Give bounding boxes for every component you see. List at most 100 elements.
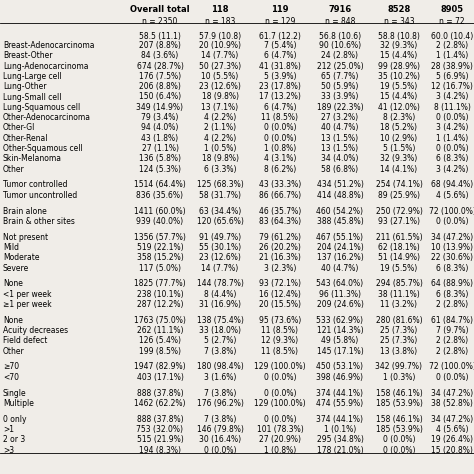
- Text: 137 (16.2%): 137 (16.2%): [317, 253, 364, 262]
- Text: 185 (53.9%): 185 (53.9%): [375, 399, 422, 408]
- Text: 2 (2.8%): 2 (2.8%): [436, 346, 468, 356]
- Text: 150 (6.4%): 150 (6.4%): [139, 92, 181, 101]
- Text: 17 (13.2%): 17 (13.2%): [259, 92, 301, 101]
- Text: None: None: [3, 316, 23, 325]
- Text: 4 (2.2%): 4 (2.2%): [204, 113, 236, 122]
- Text: 0 (0.0%): 0 (0.0%): [204, 446, 236, 455]
- Text: Single: Single: [3, 389, 27, 398]
- Text: 32 (9.3%): 32 (9.3%): [380, 41, 418, 50]
- Text: 10 (13.9%): 10 (13.9%): [431, 243, 473, 252]
- Text: 1 (0.8%): 1 (0.8%): [264, 446, 296, 455]
- Text: 176 (7.5%): 176 (7.5%): [139, 72, 181, 81]
- Text: 4 (5.6%): 4 (5.6%): [436, 425, 468, 434]
- Text: 61.7 (12.2): 61.7 (12.2): [259, 31, 301, 40]
- Text: 72 (100.0%): 72 (100.0%): [428, 207, 474, 216]
- Text: 1462 (62.2%): 1462 (62.2%): [134, 399, 186, 408]
- Text: 117 (5.0%): 117 (5.0%): [139, 264, 181, 273]
- Text: 129 (100.0%): 129 (100.0%): [254, 363, 306, 372]
- Text: 56.8 (10.6): 56.8 (10.6): [319, 31, 361, 40]
- Text: 27 (1.1%): 27 (1.1%): [142, 144, 179, 153]
- Text: 13 (7.1%): 13 (7.1%): [201, 103, 238, 112]
- Text: 12 (16.7%): 12 (16.7%): [431, 82, 473, 91]
- Text: 10 (5.5%): 10 (5.5%): [201, 72, 238, 81]
- Text: Other: Other: [3, 346, 25, 356]
- Text: 349 (14.9%): 349 (14.9%): [137, 103, 183, 112]
- Text: 0 (0.0%): 0 (0.0%): [264, 415, 296, 424]
- Text: 176 (96.2%): 176 (96.2%): [197, 399, 244, 408]
- Text: 25 (7.3%): 25 (7.3%): [380, 336, 418, 345]
- Text: Lung-Small cell: Lung-Small cell: [3, 92, 62, 101]
- Text: Other-Adenocarcinoma: Other-Adenocarcinoma: [3, 113, 91, 122]
- Text: 13 (3.8%): 13 (3.8%): [381, 346, 418, 356]
- Text: 1 (0.3%): 1 (0.3%): [383, 373, 415, 382]
- Text: 0 (0.0%): 0 (0.0%): [436, 144, 468, 153]
- Text: 7 (5.4%): 7 (5.4%): [264, 41, 296, 50]
- Text: Breast-Other: Breast-Other: [3, 51, 53, 60]
- Text: 93 (27.1%): 93 (27.1%): [378, 217, 420, 226]
- Text: 0 (0.0%): 0 (0.0%): [436, 113, 468, 122]
- Text: 180 (98.4%): 180 (98.4%): [197, 363, 243, 372]
- Text: 121 (14.3%): 121 (14.3%): [317, 326, 363, 335]
- Text: 32 (9.3%): 32 (9.3%): [380, 155, 418, 164]
- Text: Breast-Adenocarcinoma: Breast-Adenocarcinoma: [3, 41, 94, 50]
- Text: <1 per week: <1 per week: [3, 290, 52, 299]
- Text: 46 (35.7%): 46 (35.7%): [259, 207, 301, 216]
- Text: 374 (44.1%): 374 (44.1%): [317, 415, 364, 424]
- Text: 1 (1.4%): 1 (1.4%): [436, 134, 468, 143]
- Text: 34 (47.2%): 34 (47.2%): [431, 233, 473, 242]
- Text: 38 (11.1%): 38 (11.1%): [378, 290, 420, 299]
- Text: 68 (94.4%): 68 (94.4%): [431, 181, 473, 190]
- Text: 414 (48.8%): 414 (48.8%): [317, 191, 364, 200]
- Text: 50 (5.9%): 50 (5.9%): [321, 82, 359, 91]
- Text: 374 (44.1%): 374 (44.1%): [317, 389, 364, 398]
- Text: 7916: 7916: [328, 5, 352, 14]
- Text: 280 (81.6%): 280 (81.6%): [376, 316, 422, 325]
- Text: 1947 (82.9%): 1947 (82.9%): [134, 363, 186, 372]
- Text: 1 (1.4%): 1 (1.4%): [436, 51, 468, 60]
- Text: 129 (100.0%): 129 (100.0%): [254, 399, 306, 408]
- Text: 6 (4.7%): 6 (4.7%): [264, 51, 296, 60]
- Text: 26 (20.2%): 26 (20.2%): [259, 243, 301, 252]
- Text: 144 (78.7%): 144 (78.7%): [197, 279, 244, 288]
- Text: 753 (32.0%): 753 (32.0%): [137, 425, 183, 434]
- Text: 19 (5.5%): 19 (5.5%): [380, 264, 418, 273]
- Text: 0 (0.0%): 0 (0.0%): [264, 373, 296, 382]
- Text: 19 (26.4%): 19 (26.4%): [431, 435, 473, 444]
- Text: 41 (31.8%): 41 (31.8%): [259, 62, 301, 71]
- Text: 84 (3.6%): 84 (3.6%): [141, 51, 179, 60]
- Text: 24 (2.8%): 24 (2.8%): [321, 51, 358, 60]
- Text: 34 (4.0%): 34 (4.0%): [321, 155, 359, 164]
- Text: 23 (12.6%): 23 (12.6%): [199, 253, 241, 262]
- Text: 4 (3.1%): 4 (3.1%): [264, 155, 296, 164]
- Text: 158 (46.1%): 158 (46.1%): [375, 389, 422, 398]
- Text: 90 (10.6%): 90 (10.6%): [319, 41, 361, 50]
- Text: 14 (7.7%): 14 (7.7%): [201, 51, 238, 60]
- Text: 207 (8.8%): 207 (8.8%): [139, 41, 181, 50]
- Text: 89 (25.9%): 89 (25.9%): [378, 191, 420, 200]
- Text: 519 (22.1%): 519 (22.1%): [137, 243, 183, 252]
- Text: 126 (5.4%): 126 (5.4%): [139, 336, 181, 345]
- Text: Acuity decreases: Acuity decreases: [3, 326, 68, 335]
- Text: 91 (49.7%): 91 (49.7%): [199, 233, 241, 242]
- Text: 0 (0.0%): 0 (0.0%): [383, 435, 415, 444]
- Text: 294 (85.7%): 294 (85.7%): [375, 279, 422, 288]
- Text: 138 (75.4%): 138 (75.4%): [197, 316, 244, 325]
- Text: 185 (53.9%): 185 (53.9%): [375, 425, 422, 434]
- Text: 5 (2.7%): 5 (2.7%): [204, 336, 236, 345]
- Text: 6 (8.3%): 6 (8.3%): [436, 290, 468, 299]
- Text: 7 (3.8%): 7 (3.8%): [204, 415, 236, 424]
- Text: 888 (37.8%): 888 (37.8%): [137, 389, 183, 398]
- Text: 939 (40.0%): 939 (40.0%): [137, 217, 183, 226]
- Text: 145 (17.1%): 145 (17.1%): [317, 346, 364, 356]
- Text: 40 (4.7%): 40 (4.7%): [321, 264, 359, 273]
- Text: Lung-Squamous cell: Lung-Squamous cell: [3, 103, 80, 112]
- Text: 2 (1.1%): 2 (1.1%): [204, 123, 236, 132]
- Text: >1: >1: [3, 425, 14, 434]
- Text: 0 (0.0%): 0 (0.0%): [264, 123, 296, 132]
- Text: 1514 (64.4%): 1514 (64.4%): [134, 181, 186, 190]
- Text: Multiple: Multiple: [3, 399, 34, 408]
- Text: 6 (8.3%): 6 (8.3%): [436, 155, 468, 164]
- Text: Lung-Adenocarcinoma: Lung-Adenocarcinoma: [3, 62, 89, 71]
- Text: 2 (2.8%): 2 (2.8%): [436, 41, 468, 50]
- Text: 295 (34.8%): 295 (34.8%): [317, 435, 364, 444]
